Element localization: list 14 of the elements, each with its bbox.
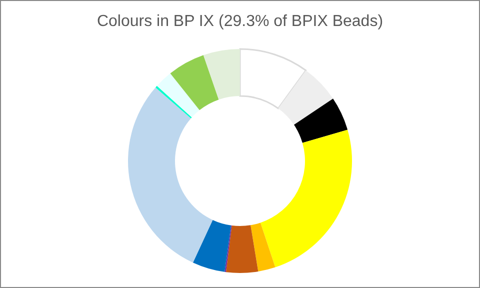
donut-slice [156,73,200,118]
donut-slice [260,130,352,268]
donut-slice [128,87,213,263]
donut-slice [250,222,276,272]
chart-title: Colours in BP IX (29.3% of BPIX Beads) [96,13,384,30]
donut-slice [203,49,240,100]
donut-slice [239,48,307,110]
donut-slice [294,98,348,143]
donut-slice [224,225,232,272]
donut-slice [156,86,192,118]
donut-slice [170,55,219,110]
donut-slice [226,225,258,273]
donut-slice [192,220,232,272]
donut-slice [278,70,334,125]
